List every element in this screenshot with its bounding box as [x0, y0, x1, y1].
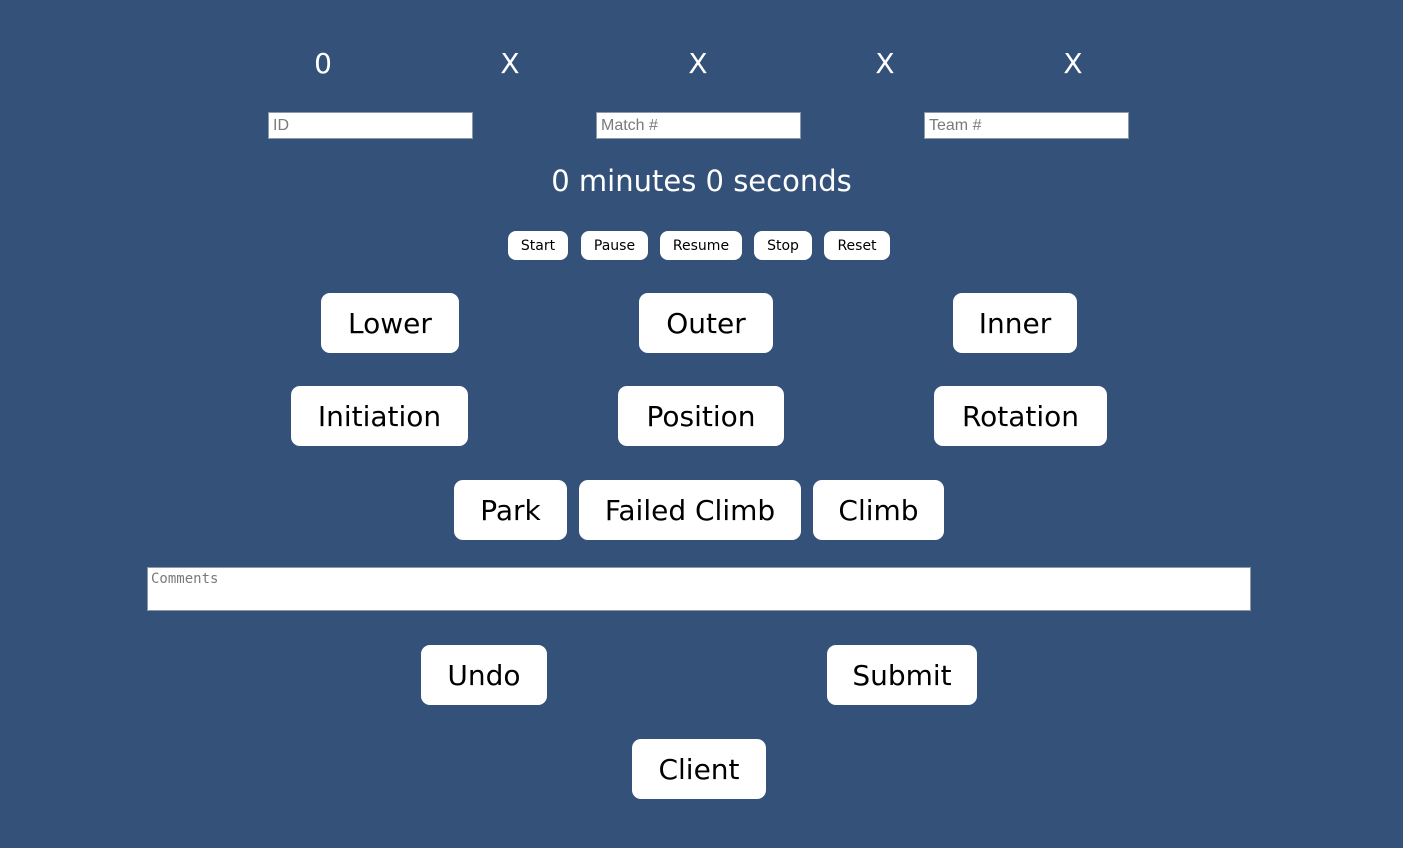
- climb-button[interactable]: Climb: [813, 480, 944, 540]
- submit-button[interactable]: Submit: [827, 645, 977, 705]
- comments-field[interactable]: [147, 567, 1251, 611]
- lower-button[interactable]: Lower: [321, 293, 459, 353]
- start-button[interactable]: Start: [508, 231, 568, 260]
- indicator-1: 0: [314, 47, 332, 80]
- timer-display: 0 minutes 0 seconds: [551, 164, 852, 198]
- position-button[interactable]: Position: [618, 386, 784, 446]
- resume-button[interactable]: Resume: [660, 231, 742, 260]
- indicator-4: X: [875, 47, 895, 80]
- rotation-button[interactable]: Rotation: [934, 386, 1107, 446]
- failed-climb-button[interactable]: Failed Climb: [579, 480, 801, 540]
- outer-button[interactable]: Outer: [639, 293, 773, 353]
- park-button[interactable]: Park: [454, 480, 567, 540]
- team-number-input[interactable]: [924, 112, 1129, 139]
- inner-button[interactable]: Inner: [953, 293, 1077, 353]
- stop-button[interactable]: Stop: [754, 231, 812, 260]
- indicator-3: X: [688, 47, 708, 80]
- initiation-button[interactable]: Initiation: [291, 386, 468, 446]
- id-input[interactable]: [268, 112, 473, 139]
- indicator-5: X: [1063, 47, 1083, 80]
- client-button[interactable]: Client: [632, 739, 766, 799]
- reset-button[interactable]: Reset: [824, 231, 890, 260]
- indicator-2: X: [500, 47, 520, 80]
- match-number-input[interactable]: [596, 112, 801, 139]
- undo-button[interactable]: Undo: [421, 645, 547, 705]
- pause-button[interactable]: Pause: [581, 231, 648, 260]
